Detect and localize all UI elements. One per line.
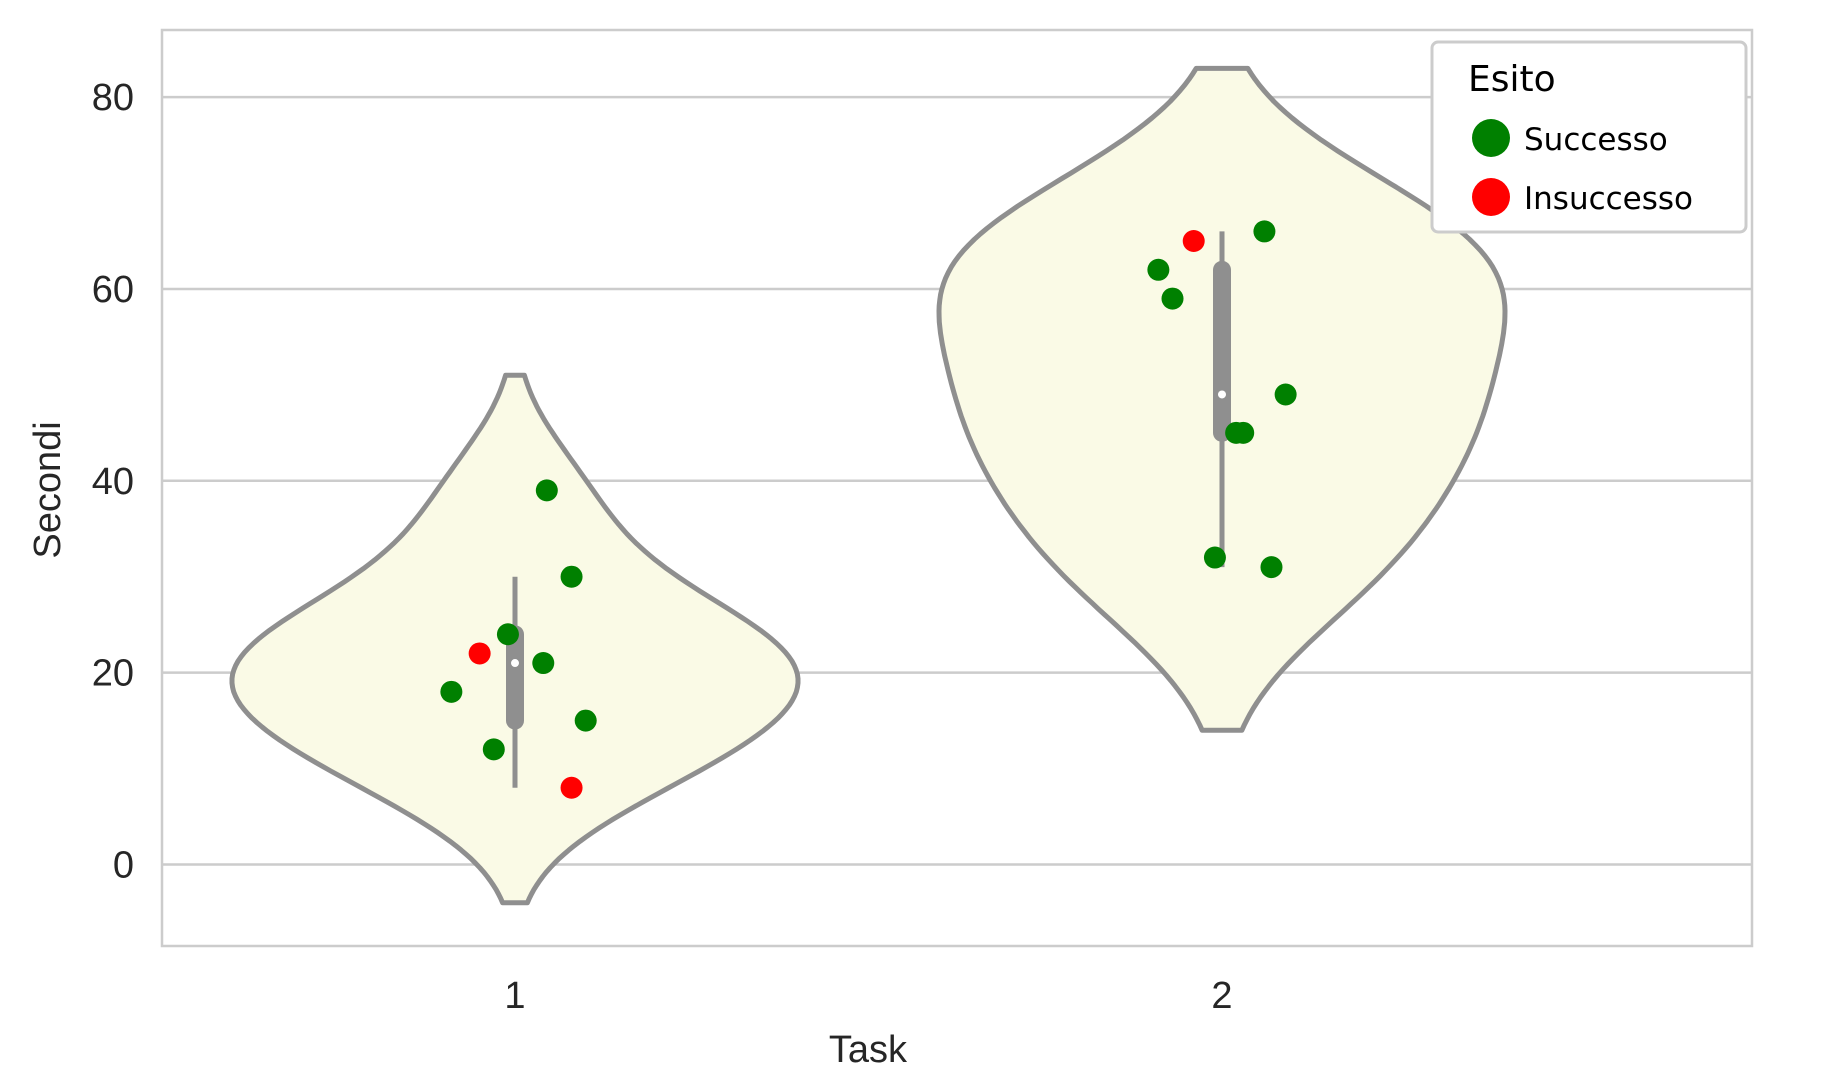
point-task-1-0	[440, 680, 463, 703]
point-task-1-4	[532, 652, 555, 675]
y-tick-label-80: 80	[92, 77, 134, 119]
plot-frame	[160, 28, 1754, 948]
point-task-2-14	[1232, 421, 1255, 444]
y-tick-label-0: 0	[113, 844, 134, 886]
y-tick-label-20: 20	[92, 653, 134, 695]
point-task-1-6	[560, 565, 583, 588]
median-marker-task-2	[1218, 390, 1226, 399]
point-task-1-7	[560, 776, 583, 799]
violins	[229, 65, 1508, 906]
x-tick-label-1: 1	[504, 975, 525, 1017]
y-axis-label: Secondi	[27, 421, 69, 558]
legend: Esito Successo Insuccesso	[1430, 40, 1748, 234]
point-task-2-12	[1203, 546, 1226, 569]
legend-title: Esito	[1468, 59, 1556, 100]
point-task-2-16	[1260, 556, 1283, 579]
point-task-2-11	[1182, 230, 1205, 253]
legend-marker-successo	[1472, 119, 1510, 157]
legend-label-successo: Successo	[1524, 122, 1668, 158]
point-task-1-1	[482, 738, 505, 761]
point-task-2-17	[1274, 383, 1297, 406]
median-marker-task-1	[511, 659, 519, 668]
point-task-2-15	[1253, 220, 1276, 243]
axis-ticks: 0 20 40 60 80 1 2	[92, 77, 1233, 1017]
point-task-1-2	[468, 642, 491, 665]
point-task-2-9	[1147, 258, 1170, 281]
strip-points	[440, 220, 1297, 799]
x-axis-label: Task	[829, 1029, 908, 1071]
y-tick-label-60: 60	[92, 269, 134, 311]
point-task-2-10	[1161, 287, 1184, 310]
point-task-1-3	[496, 623, 519, 646]
point-task-1-8	[574, 709, 597, 732]
legend-marker-insuccesso	[1472, 178, 1510, 216]
point-task-1-5	[535, 479, 558, 502]
legend-label-insuccesso: Insuccesso	[1524, 181, 1693, 217]
y-tick-label-40: 40	[92, 461, 134, 503]
legend-frame	[1430, 40, 1748, 234]
x-tick-label-2: 2	[1211, 975, 1232, 1017]
